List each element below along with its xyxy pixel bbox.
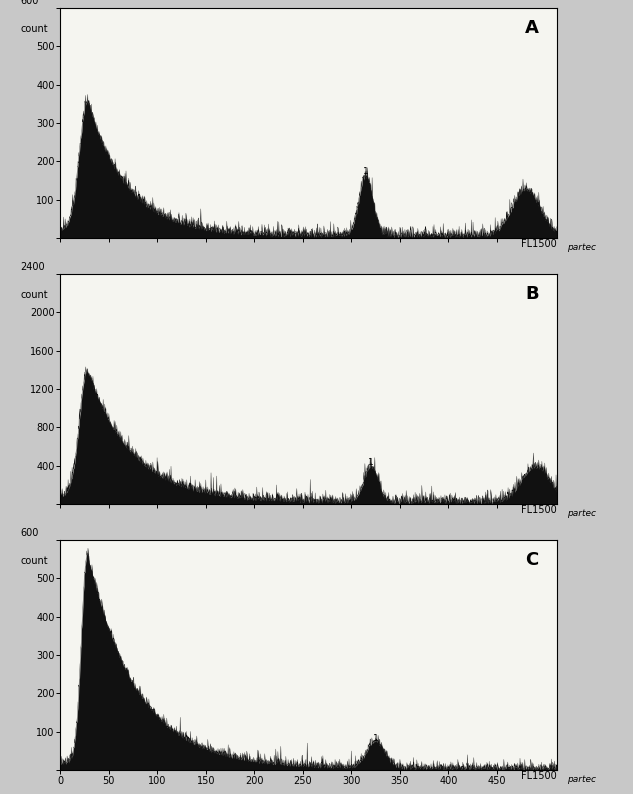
- Text: C: C: [525, 551, 539, 569]
- Text: 1: 1: [368, 458, 373, 467]
- Text: count: count: [20, 556, 48, 566]
- Text: FL1500: FL1500: [522, 505, 557, 515]
- Text: A: A: [525, 20, 539, 37]
- Text: 600: 600: [20, 0, 39, 6]
- Text: 1: 1: [373, 734, 379, 742]
- Text: partec: partec: [567, 243, 596, 252]
- Text: 2400: 2400: [20, 262, 45, 272]
- Text: count: count: [20, 24, 48, 34]
- Text: partec: partec: [567, 775, 596, 784]
- Text: FL1500: FL1500: [522, 239, 557, 249]
- Text: 1: 1: [363, 167, 369, 176]
- Text: B: B: [525, 286, 539, 303]
- Text: count: count: [20, 290, 48, 300]
- Text: partec: partec: [567, 509, 596, 518]
- Text: FL1500: FL1500: [522, 771, 557, 781]
- Text: 600: 600: [20, 528, 39, 538]
